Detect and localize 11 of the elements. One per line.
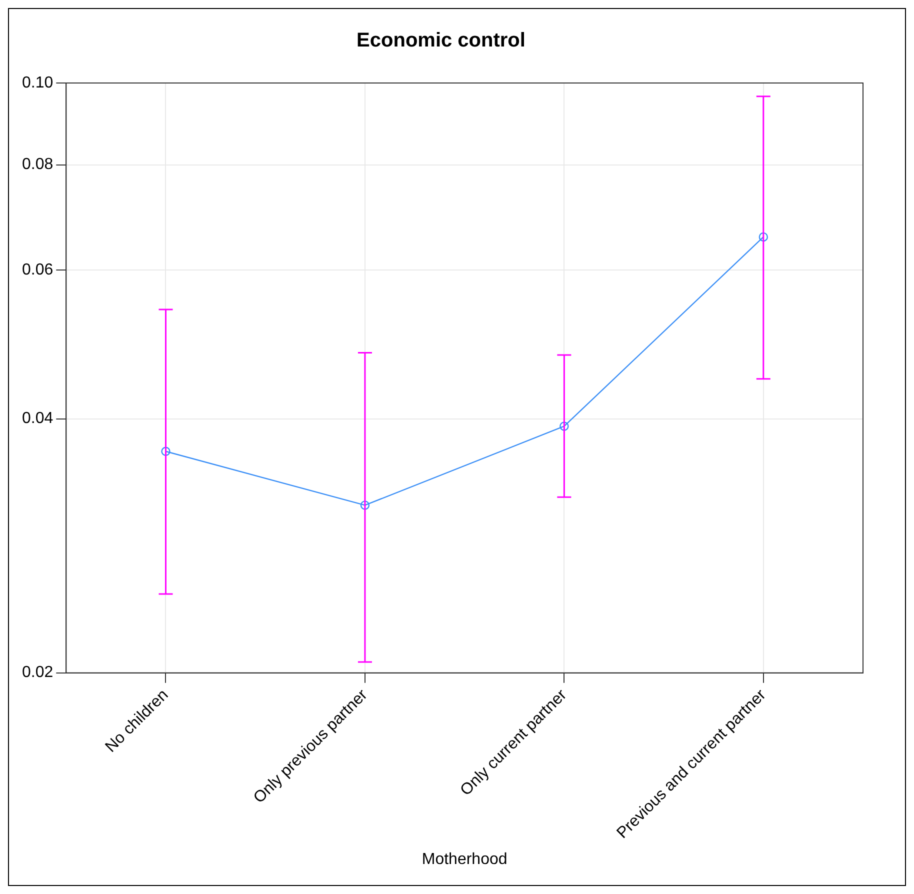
y-tick-label: 0.04 xyxy=(22,410,54,428)
point xyxy=(560,422,569,431)
y-tick-label: 0.06 xyxy=(22,262,54,279)
point xyxy=(360,500,370,510)
point xyxy=(161,446,170,456)
y-tick-label: 0.02 xyxy=(22,664,54,682)
chart-title: Economic control xyxy=(356,30,526,52)
y-tick-label: 0.08 xyxy=(22,156,54,174)
point xyxy=(758,232,768,242)
y-tick-label: 0.10 xyxy=(22,74,54,92)
x-axis-title: Motherhood xyxy=(422,850,508,868)
